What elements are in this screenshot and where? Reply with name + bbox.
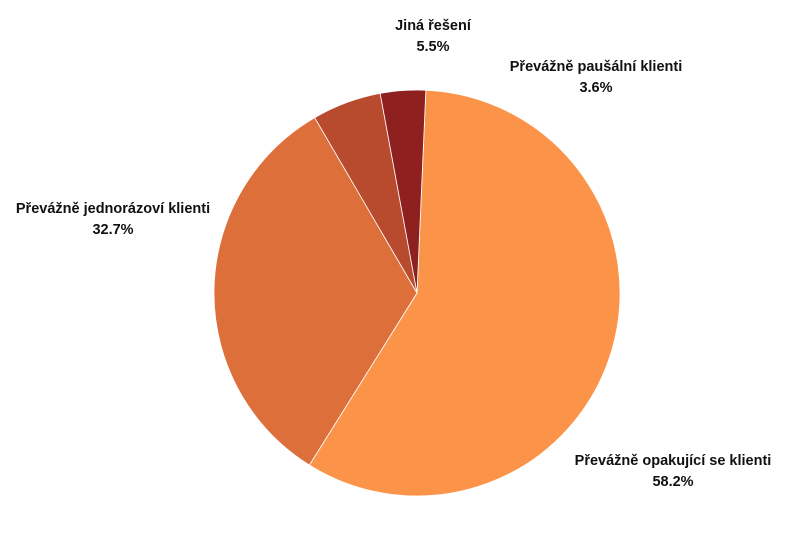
slice-value-jina-reseni: 5.5% bbox=[416, 39, 449, 55]
slice-label-prevazne-pausalni-klienti: Převážně paušální klienti bbox=[510, 59, 682, 75]
slice-value-prevazne-pausalni-klienti: 3.6% bbox=[579, 80, 612, 96]
pie-labels: Převážně opakující se klienti 58.2% Převáž… bbox=[16, 18, 771, 490]
slice-label-prevazne-opakujici-se-klienti: Převážně opakující se klienti bbox=[575, 453, 772, 469]
slice-value-prevazne-opakujici-se-klienti: 58.2% bbox=[652, 474, 693, 490]
pie-slice-prevazne-jednorazovi-klienti bbox=[213, 117, 418, 466]
slice-label-prevazne-jednorazovi-klienti: Převážně jednorázoví klienti bbox=[16, 201, 210, 217]
slice-label-jina-reseni: Jiná řešení bbox=[395, 18, 472, 34]
slice-value-prevazne-jednorazovi-klienti: 32.7% bbox=[92, 222, 133, 238]
pie-slices bbox=[213, 89, 621, 497]
pie-slice-prevazne-opakujici-se-klienti bbox=[308, 89, 621, 497]
pie-slice-prevazne-pausalni-klienti bbox=[379, 89, 427, 294]
